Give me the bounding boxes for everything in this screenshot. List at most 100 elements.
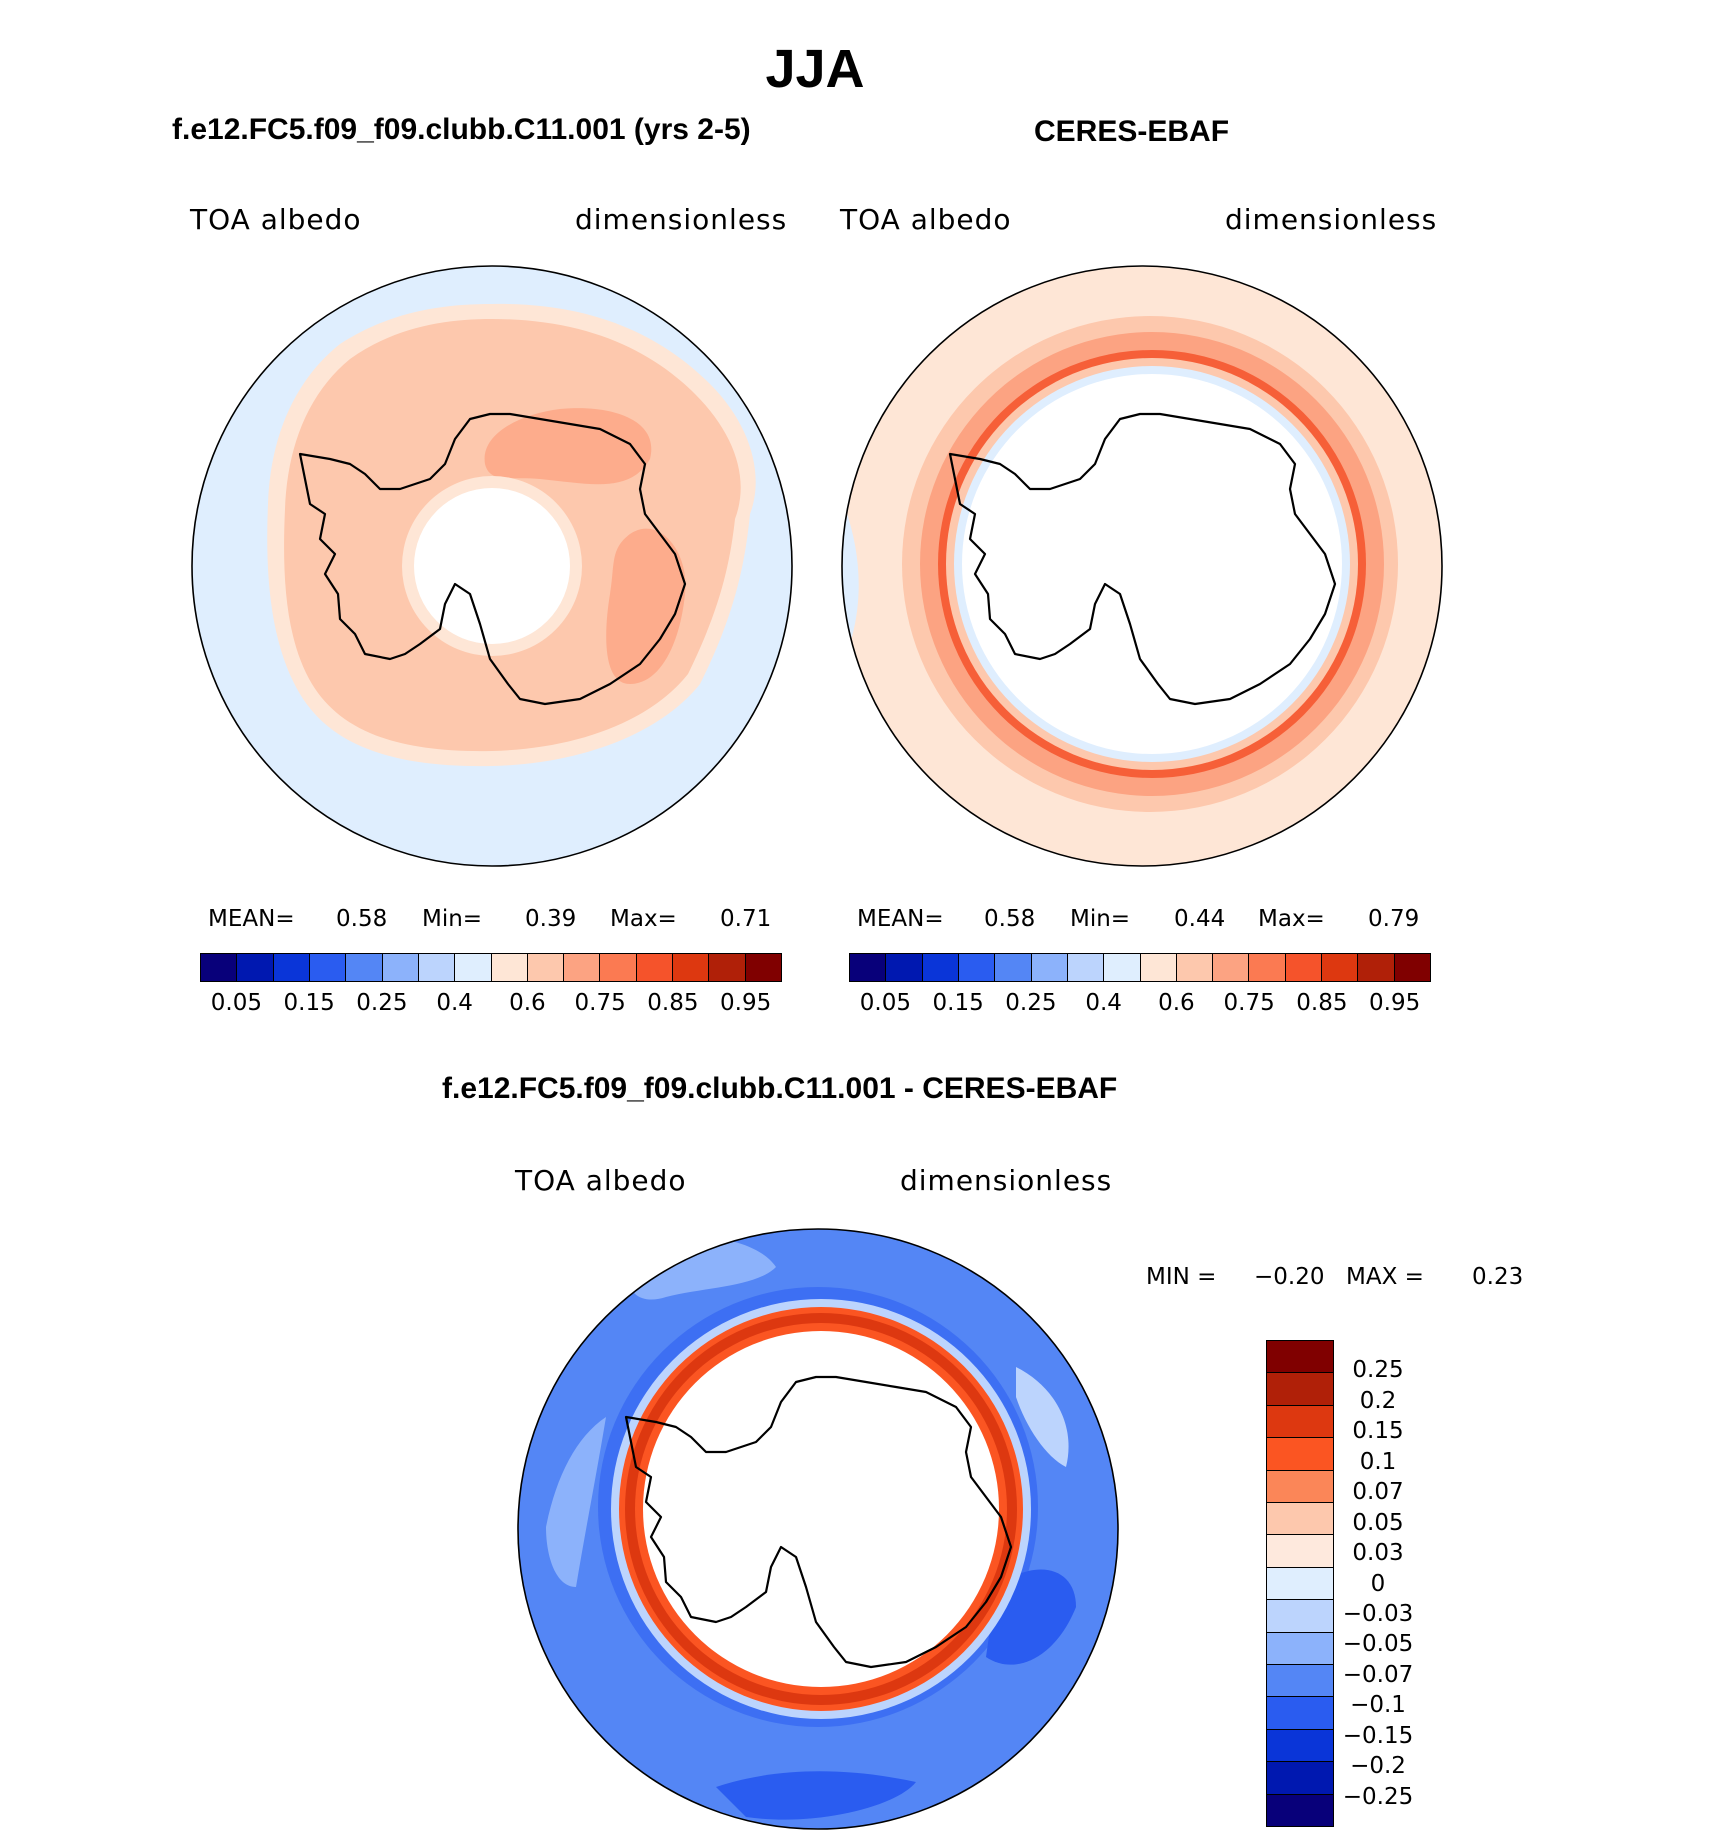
model-colorbar-cell [564,954,601,981]
model-field-high-a [484,408,652,485]
diff-colorbar-cell [1267,1341,1333,1374]
diff-colorbar-tick-label: 0.2 [1359,1387,1397,1414]
model-max-label: Max= [610,906,677,932]
diff-colorbar-cell [1267,1405,1333,1439]
model-colorbar-cell [636,954,674,981]
obs-colorbar-cell [1285,954,1323,981]
diff-colorbar-cell [1267,1729,1333,1763]
obs-colorbar-cell [1031,954,1068,981]
obs-colorbar-cell [1067,954,1105,981]
model-colorbar-cell [201,954,238,981]
model-map [191,265,793,867]
model-colorbar-tick-label: 0.15 [283,990,335,1016]
model-field-pole-missing [414,488,570,644]
diff-colorbar-cell [1267,1535,1333,1568]
obs-colorbar-cell [1140,954,1177,981]
diff-field-light-b [1016,1367,1069,1467]
model-colorbar-tick-label: 0.95 [720,990,772,1016]
model-mean-value: 0.58 [336,906,388,932]
diff-colorbar-cell [1267,1632,1333,1666]
diff-colorbar-cell [1267,1503,1333,1536]
diff-colorbar-cell [1267,1665,1333,1698]
obs-colorbar-cell [1358,954,1395,981]
diff-colorbar-tick-label: 0.03 [1352,1540,1404,1567]
diff-colorbar-tick-label: 0.15 [1352,1418,1404,1445]
obs-units-label: dimensionless [1225,203,1438,236]
diff-colorbar-cell [1267,1697,1333,1730]
model-colorbar-tick-label: 0.4 [436,990,473,1016]
model-colorbar-cell [745,954,781,981]
diff-colorbar-tick-label: −0.15 [1342,1722,1414,1749]
diff-colorbar-cell [1267,1600,1333,1633]
diff-map [517,1228,1119,1830]
diff-colorbar-tick-label: −0.2 [1350,1753,1406,1780]
model-colorbar-tick-label: 0.85 [647,990,699,1016]
obs-colorbar-tick-label: 0.05 [859,990,911,1016]
model-colorbar-cell [382,954,419,981]
obs-colorbar-tick-label: 0.75 [1223,990,1275,1016]
obs-colorbar-cell [995,954,1032,981]
diff-colorbar-tick-label: −0.25 [1342,1783,1414,1810]
obs-colorbar-cell [886,954,923,981]
obs-colorbar [849,953,1431,982]
diff-colorbar-tick-label: 0.07 [1352,1479,1404,1506]
diff-field-missing [643,1331,999,1687]
obs-colorbar-cell [850,954,887,981]
model-min-value: 0.39 [525,906,577,932]
model-colorbar-cell [455,954,492,981]
model-colorbar-cell [273,954,310,981]
obs-colorbar-tick-label: 0.4 [1085,990,1122,1016]
diff-min-label: MIN = [1146,1264,1217,1290]
model-colorbar-tick-label: 0.75 [574,990,626,1016]
obs-colorbar-cell [1249,954,1286,981]
diff-field-light-c [546,1417,606,1587]
diff-colorbar-cell [1267,1762,1333,1795]
figure-title: JJA [765,39,865,99]
diff-coastline [624,1375,1013,1669]
model-panel-title: f.e12.FC5.f09_f09.clubb.C11.001 (yrs 2-5… [172,113,751,146]
model-max-value: 0.71 [720,906,772,932]
diff-map-border [517,1228,1119,1830]
obs-min-value: 0.44 [1174,906,1226,932]
model-min-label: Min= [422,906,483,932]
diff-colorbar [1266,1340,1334,1827]
diff-colorbar-cell [1267,1567,1333,1601]
diff-colorbar-tick-label: 0.1 [1359,1448,1397,1475]
obs-colorbar-cell [1213,954,1250,981]
model-colorbar-cell [527,954,565,981]
model-colorbar-cell [491,954,528,981]
obs-colorbar-cell [958,954,996,981]
obs-max-value: 0.79 [1368,906,1420,932]
diff-colorbar-cell [1267,1794,1333,1827]
obs-colorbar-cell [1322,954,1359,981]
obs-min-label: Min= [1070,906,1131,932]
model-variable-label: TOA albedo [190,203,362,236]
diff-colorbar-tick-label: −0.07 [1342,1661,1414,1688]
model-field-high-b [606,528,686,684]
obs-mean-label: MEAN= [857,906,944,932]
model-colorbar-tick-label: 0.6 [509,990,546,1016]
obs-colorbar-tick-label: 0.6 [1158,990,1195,1016]
model-colorbar-cell [600,954,637,981]
diff-colorbar-tick-label: 0.05 [1352,1509,1404,1536]
model-colorbar-cell [309,954,347,981]
model-colorbar-cell [709,954,746,981]
diff-field-dark-a [716,1771,916,1820]
diff-colorbar-cell [1267,1470,1333,1504]
diff-colorbar-tick-label: −0.1 [1350,1692,1406,1719]
model-colorbar [200,953,782,982]
diff-variable-label: TOA albedo [515,1164,687,1197]
model-colorbar-tick-label: 0.05 [210,990,262,1016]
model-colorbar-cell [346,954,383,981]
diff-colorbar-tick-label: −0.03 [1342,1600,1414,1627]
obs-coastline [948,412,1337,706]
obs-map-border [841,265,1443,867]
diff-colorbar-cell [1267,1438,1333,1471]
obs-colorbar-tick-label: 0.95 [1369,990,1421,1016]
obs-field-missing [962,374,1342,754]
model-map-border [191,265,793,867]
diff-min-value: −0.20 [1254,1264,1325,1290]
diff-units-label: dimensionless [900,1164,1113,1197]
diff-colorbar-cell [1267,1373,1333,1406]
model-colorbar-cell [673,954,710,981]
